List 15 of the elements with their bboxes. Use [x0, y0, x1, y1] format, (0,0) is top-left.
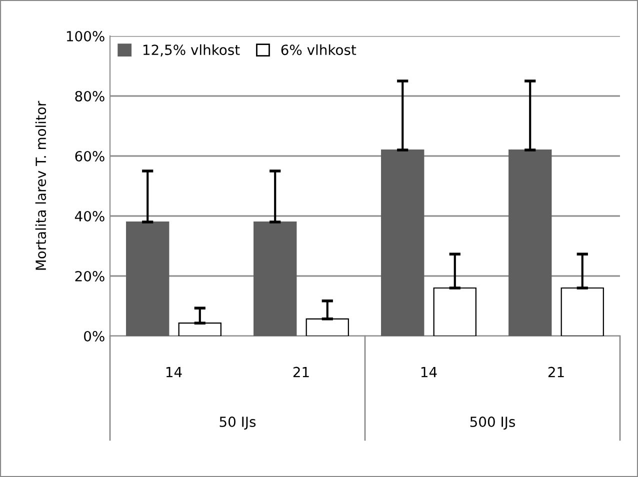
y-tick-label: 0% [84, 330, 104, 342]
text: 500 IJs [470, 416, 515, 430]
y-tick-label: 40% [74, 210, 104, 222]
legend-label: 12,5% vlhkost [143, 44, 240, 57]
x-tick-label: 14 [166, 366, 182, 378]
x-tick-label: 14 [421, 366, 437, 378]
y-tick-label: 100% [66, 30, 104, 42]
x-tick-label: 21 [548, 366, 564, 378]
x-tick-label: 21 [293, 366, 309, 378]
legend-label: 6% vlhkost [281, 44, 356, 56]
y-tick-label: 60% [75, 150, 104, 162]
y-tick-label: 20% [75, 270, 104, 282]
y-tick-label: 80% [75, 90, 104, 102]
text: 50 IJs [220, 416, 256, 430]
y-axis-title: Mortalita larev T. molitor [35, 100, 46, 270]
